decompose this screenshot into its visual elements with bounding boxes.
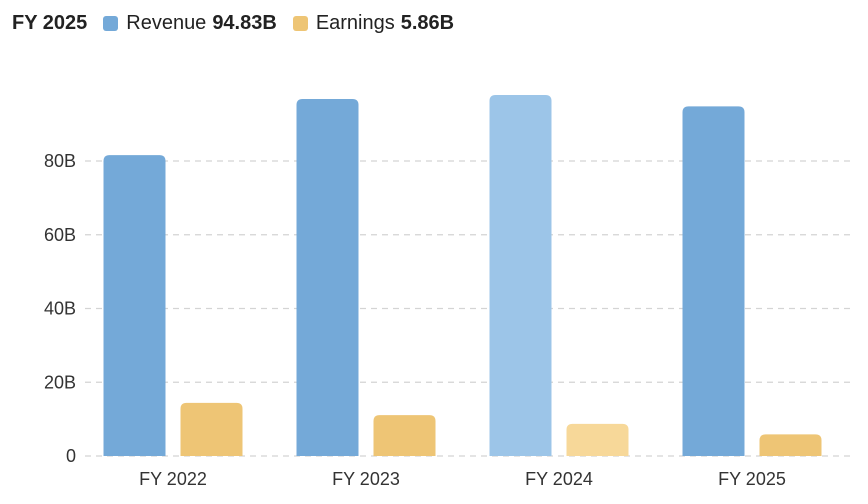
legend-earnings-value: 5.86B	[400, 12, 455, 34]
y-tick-label: 0	[66, 446, 76, 466]
period-label: FY 2025	[12, 12, 88, 34]
revenue-bar	[682, 106, 745, 456]
earnings-bar	[180, 402, 243, 456]
legend-revenue-value: 94.83B	[212, 12, 277, 34]
earnings-swatch-icon	[292, 16, 308, 31]
y-tick-label: 80B	[44, 151, 76, 171]
x-tick-label: FY 2022	[139, 469, 207, 489]
earnings-bar	[759, 434, 822, 456]
revenue-bar	[296, 99, 359, 457]
chart-header: FY 2025 Revenue 94.83B Earnings 5.86B	[12, 12, 470, 35]
revenue-bar	[489, 94, 552, 457]
legend-revenue-label: Revenue	[126, 12, 207, 34]
earnings-bar	[566, 423, 629, 456]
x-tick-label: FY 2025	[718, 469, 786, 489]
y-tick-label: 60B	[44, 225, 76, 245]
legend-revenue[interactable]: Revenue 94.83B	[103, 12, 277, 35]
x-tick-label: FY 2024	[525, 469, 593, 489]
revenue-bar	[103, 155, 166, 456]
legend-earnings-label: Earnings	[315, 12, 395, 34]
legend-earnings[interactable]: Earnings 5.86B	[292, 12, 455, 35]
x-tick-label: FY 2023	[332, 469, 400, 489]
y-tick-label: 40B	[44, 299, 76, 319]
revenue-swatch-icon	[103, 16, 119, 31]
y-tick-label: 20B	[44, 372, 76, 392]
earnings-bar	[373, 415, 436, 456]
